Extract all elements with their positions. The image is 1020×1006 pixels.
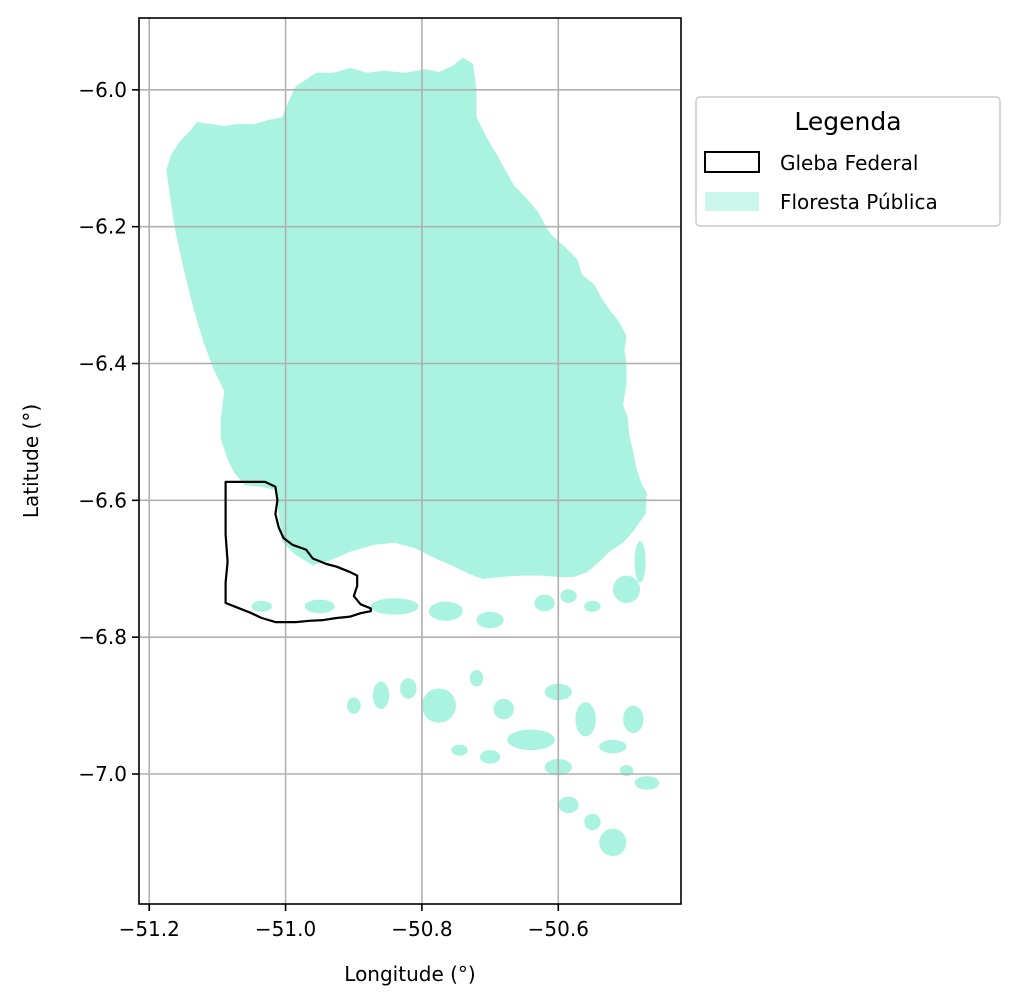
legend-swatch-gleba-federal xyxy=(704,151,760,173)
floresta-publica-fragment-13 xyxy=(469,670,484,687)
floresta-publica-fragment-25 xyxy=(634,776,660,790)
floresta-publica-fragment-10 xyxy=(372,681,390,709)
plot-frame xyxy=(138,17,682,905)
gleba-federal-layer xyxy=(224,480,372,624)
x-axis-ticks: −51.2 −51.0 −50.8 −50.6 xyxy=(119,904,589,941)
legend-title: Legenda xyxy=(794,107,901,136)
floresta-publica-fragment-3 xyxy=(304,599,335,614)
legend-swatch-floresta-publica xyxy=(705,192,759,211)
floresta-publica-fragment-4 xyxy=(251,600,272,612)
x-tick-label-0: −51.2 xyxy=(119,917,180,941)
y-tick-label-4: −6.8 xyxy=(78,625,127,649)
floresta-publica-fragment-8 xyxy=(584,600,601,612)
floresta-publica-fragment-24 xyxy=(599,828,627,857)
y-axis-label: Latitude (°) xyxy=(19,404,43,518)
y-tick-label-1: −6.2 xyxy=(78,215,127,239)
floresta-publica-main-polygon xyxy=(166,57,647,579)
x-tick-label-2: −50.8 xyxy=(391,917,452,941)
floresta-publica-fragment-19 xyxy=(623,705,644,733)
y-tick-label-0: −6.0 xyxy=(78,78,127,102)
floresta-publica-fragment-12 xyxy=(422,688,456,723)
floresta-publica-fragment-0 xyxy=(370,598,419,615)
x-tick-label-3: −50.6 xyxy=(528,917,589,941)
x-axis-label: Longitude (°) xyxy=(344,962,475,986)
floresta-publica-fragment-11 xyxy=(400,678,417,699)
legend-label-floresta-publica: Floresta Pública xyxy=(780,190,938,214)
x-tick-label-1: −51.0 xyxy=(255,917,316,941)
floresta-publica-fragment-27 xyxy=(347,697,361,714)
y-tick-label-5: −7.0 xyxy=(78,762,127,786)
floresta-publica-fragment-18 xyxy=(599,739,627,754)
floresta-publica-fragment-14 xyxy=(493,698,514,720)
y-tick-label-2: −6.4 xyxy=(78,352,127,376)
gridlines xyxy=(139,18,681,904)
floresta-publica-fragment-20 xyxy=(479,750,501,764)
gleba-federal-outline xyxy=(224,480,372,624)
map-plot-area xyxy=(139,18,681,904)
floresta-publica-fragment-6 xyxy=(634,541,646,583)
floresta-publica-fragment-9 xyxy=(534,594,555,612)
legend-box xyxy=(695,96,1001,227)
y-axis-ticks: −6.0 −6.2 −6.4 −6.6 −6.8 −7.0 xyxy=(78,78,139,786)
legend-label-gleba-federal: Gleba Federal xyxy=(780,151,918,175)
floresta-publica-layer xyxy=(166,57,660,857)
floresta-publica-fragment-5 xyxy=(612,575,641,603)
floresta-publica-fragment-7 xyxy=(560,589,577,603)
legend: Legenda Gleba Federal Floresta Pública xyxy=(695,96,1001,227)
floresta-publica-fragment-1 xyxy=(428,601,463,621)
floresta-publica-fragment-15 xyxy=(507,729,555,751)
floresta-publica-fragment-2 xyxy=(476,611,504,629)
floresta-publica-fragment-17 xyxy=(575,702,596,737)
floresta-publica-fragment-22 xyxy=(558,796,579,813)
floresta-publica-fragment-23 xyxy=(584,813,601,831)
y-tick-label-3: −6.6 xyxy=(78,488,127,512)
floresta-publica-fragment-21 xyxy=(451,744,468,756)
